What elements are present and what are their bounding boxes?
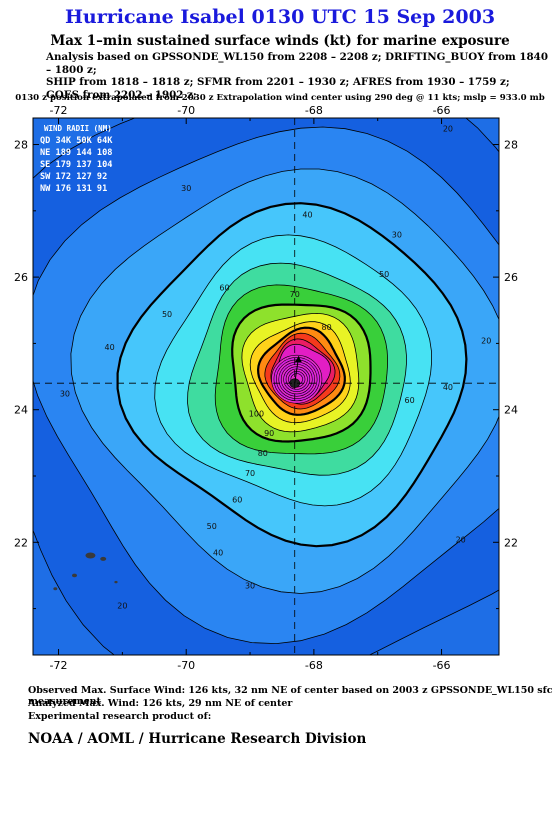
center-crosshair: [33, 118, 499, 655]
contour-label: 30: [245, 582, 255, 591]
x-tick-label-top: -66: [433, 104, 451, 117]
contour-label: 90: [264, 429, 274, 438]
contour-label: 100: [249, 409, 264, 418]
contour-fills: [33, 118, 499, 655]
contour-label: 60: [219, 283, 229, 292]
contour-label: 40: [443, 383, 453, 392]
y-tick-label-left: 28: [14, 139, 28, 152]
y-tick-label-right: 28: [504, 139, 518, 152]
x-tick-label-top: -70: [177, 104, 195, 117]
contour-label: 80: [258, 449, 268, 458]
contour-labels: 20 30 40 30 50 60 70 50 80 40 20 30 60 40 100 90 80 70 60 5…: [60, 124, 492, 610]
wind-radii-header: QD 34K 50K 64K: [40, 136, 113, 146]
axis-ticks: -72 -72 -70 -70 -68 -68 -66 -66 22 22 24 24 26 26 28 28: [14, 104, 518, 672]
y-tick-label-right: 24: [504, 404, 518, 417]
x-tick-label-bottom: -68: [305, 659, 323, 672]
contour-label: 80: [322, 323, 332, 332]
contour-label: 40: [213, 549, 223, 558]
x-tick-label-bottom: -70: [177, 659, 195, 672]
wind-radii-table: WIND RADII (NM) QD 34K 50K 64K NE 189 14…: [40, 124, 113, 194]
wind-radii-row: NE 189 144 108: [40, 148, 112, 158]
wind-radii-row: NW 176 131 91: [40, 184, 107, 194]
contour-label: 30: [181, 184, 191, 193]
contour-label: 30: [60, 389, 70, 398]
island: [53, 587, 58, 591]
contour-label: 60: [232, 496, 242, 505]
x-tick-label-top: -72: [50, 104, 68, 117]
chart-title: Hurricane Isabel 0130 UTC 15 Sep 2003: [64, 6, 496, 28]
island: [85, 552, 96, 559]
wind-radii-row: SE 179 137 104: [40, 160, 112, 170]
analysis-line: GOES from 2202 – 1902 z;: [46, 88, 197, 101]
y-tick-label-left: 22: [14, 536, 28, 549]
wind-radii-row: SW 172 127 92: [40, 172, 107, 182]
analyzed-max-wind: Analyzed Max. Wind: 126 kts, 29 nm NE of…: [28, 698, 293, 709]
analysis-sources: Analysis based on GPSSONDE_WL150 from 22…: [46, 51, 556, 101]
y-tick-label-left: 24: [14, 404, 28, 417]
y-tick-label-right: 26: [504, 271, 518, 284]
island: [71, 573, 77, 578]
motion-arrowhead: [294, 356, 302, 363]
analysis-line: SHIP from 1818 – 1818 z; SFMR from 2201 …: [46, 76, 510, 88]
organization: NOAA / AOML / Hurricane Research Divisio…: [28, 731, 367, 747]
island: [100, 556, 107, 561]
experimental-note: Experimental research product of:: [28, 711, 212, 722]
extrapolation-note: 0130 z position extrapolated from 2030 z…: [15, 93, 545, 103]
chart-subtitle: Max 1–min sustained surface winds (kt) f…: [50, 33, 510, 49]
x-tick-label-bottom: -72: [50, 659, 68, 672]
x-tick-label-bottom: -66: [433, 659, 451, 672]
contour-label: 20: [481, 336, 491, 345]
analysis-line: Analysis based on GPSSONDE_WL150 from 22…: [46, 51, 548, 76]
contour-label: 20: [443, 124, 453, 133]
contour-label: 70: [290, 290, 300, 299]
contour-label: 50: [379, 270, 389, 279]
y-tick-label-right: 22: [504, 536, 518, 549]
contour-label: 50: [207, 522, 217, 531]
islands: [53, 552, 118, 591]
contour-label: 50: [162, 310, 172, 319]
contour-label: 20: [456, 535, 466, 544]
y-tick-label-left: 26: [14, 271, 28, 284]
wind-radii-title: WIND RADII (NM): [44, 124, 112, 133]
contour-label: 40: [105, 343, 115, 352]
contour-label: 70: [245, 469, 255, 478]
contour-label: 20: [117, 602, 127, 611]
contour-label: 40: [302, 210, 312, 219]
contour-label: 60: [405, 396, 415, 405]
island: [114, 580, 118, 584]
contour-label: 30: [392, 230, 402, 239]
observed-max-wind: Observed Max. Surface Wind: 126 kts, 32 …: [28, 685, 553, 707]
x-tick-label-top: -68: [305, 104, 323, 117]
plot-frame: [32, 117, 500, 656]
